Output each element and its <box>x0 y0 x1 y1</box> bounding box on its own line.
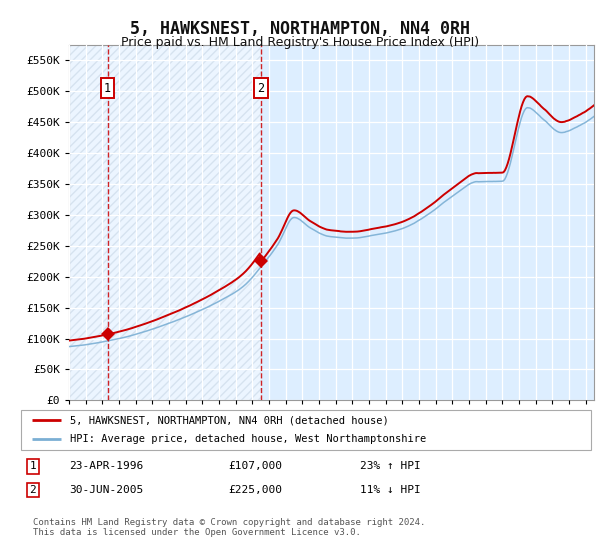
Bar <box>69 45 107 400</box>
Text: HPI: Average price, detached house, West Northamptonshire: HPI: Average price, detached house, West… <box>70 435 426 445</box>
Text: 1: 1 <box>29 461 37 472</box>
Text: 23-APR-1996: 23-APR-1996 <box>69 461 143 472</box>
Text: 1: 1 <box>104 82 111 95</box>
Text: Contains HM Land Registry data © Crown copyright and database right 2024.
This d: Contains HM Land Registry data © Crown c… <box>33 518 425 538</box>
Text: £107,000: £107,000 <box>228 461 282 472</box>
Text: Price paid vs. HM Land Registry's House Price Index (HPI): Price paid vs. HM Land Registry's House … <box>121 36 479 49</box>
Text: 5, HAWKSNEST, NORTHAMPTON, NN4 0RH (detached house): 5, HAWKSNEST, NORTHAMPTON, NN4 0RH (deta… <box>70 415 388 425</box>
Text: 2: 2 <box>257 82 264 95</box>
Bar <box>107 45 260 400</box>
Text: £225,000: £225,000 <box>228 485 282 495</box>
Text: 23% ↑ HPI: 23% ↑ HPI <box>360 461 421 472</box>
Text: 11% ↓ HPI: 11% ↓ HPI <box>360 485 421 495</box>
Text: 2: 2 <box>29 485 37 495</box>
FancyBboxPatch shape <box>21 410 591 450</box>
Text: 30-JUN-2005: 30-JUN-2005 <box>69 485 143 495</box>
Text: 5, HAWKSNEST, NORTHAMPTON, NN4 0RH: 5, HAWKSNEST, NORTHAMPTON, NN4 0RH <box>130 20 470 38</box>
